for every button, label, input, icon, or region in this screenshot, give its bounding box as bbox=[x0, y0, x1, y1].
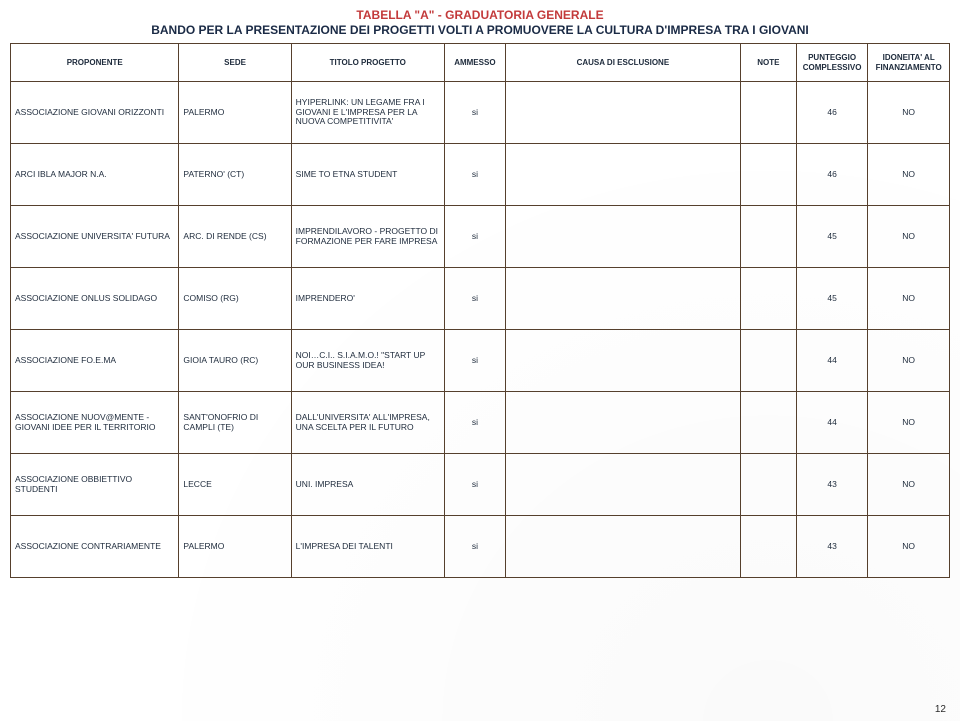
cell-titolo: IMPRENDILAVORO - PROGETTO DI FORMAZIONE … bbox=[291, 206, 444, 268]
col-causa: CAUSA DI ESCLUSIONE bbox=[506, 44, 741, 82]
cell-causa bbox=[506, 516, 741, 578]
cell-punteggio: 46 bbox=[796, 82, 867, 144]
cell-punteggio: 43 bbox=[796, 454, 867, 516]
cell-sede: PALERMO bbox=[179, 82, 291, 144]
col-sede: SEDE bbox=[179, 44, 291, 82]
cell-idoneita: NO bbox=[868, 268, 950, 330]
cell-ammesso: si bbox=[444, 392, 505, 454]
cell-sede: SANT'ONOFRIO DI CAMPLI (TE) bbox=[179, 392, 291, 454]
cell-punteggio: 44 bbox=[796, 330, 867, 392]
cell-titolo: DALL'UNIVERSITA' ALL'IMPRESA, UNA SCELTA… bbox=[291, 392, 444, 454]
cell-causa bbox=[506, 144, 741, 206]
cell-note bbox=[740, 144, 796, 206]
col-proponente: PROPONENTE bbox=[11, 44, 179, 82]
cell-note bbox=[740, 454, 796, 516]
page-title: TABELLA "A" - GRADUATORIA GENERALE bbox=[10, 8, 950, 22]
cell-causa bbox=[506, 392, 741, 454]
cell-titolo: NOI…C.I.. S.I.A.M.O.! "START UP OUR BUSI… bbox=[291, 330, 444, 392]
table-row: ASSOCIAZIONE UNIVERSITA' FUTURAARC. DI R… bbox=[11, 206, 950, 268]
cell-proponente: ASSOCIAZIONE ONLUS SOLIDAGO bbox=[11, 268, 179, 330]
cell-sede: ARC. DI RENDE (CS) bbox=[179, 206, 291, 268]
cell-causa bbox=[506, 454, 741, 516]
cell-note bbox=[740, 268, 796, 330]
col-note: NOTE bbox=[740, 44, 796, 82]
table-row: ASSOCIAZIONE FO.E.MAGIOIA TAURO (RC)NOI…… bbox=[11, 330, 950, 392]
cell-note bbox=[740, 392, 796, 454]
table-row: ARCI IBLA MAJOR N.A.PATERNO' (CT)SIME TO… bbox=[11, 144, 950, 206]
cell-causa bbox=[506, 330, 741, 392]
cell-note bbox=[740, 206, 796, 268]
cell-note bbox=[740, 516, 796, 578]
cell-ammesso: si bbox=[444, 516, 505, 578]
cell-punteggio: 45 bbox=[796, 206, 867, 268]
cell-proponente: ASSOCIAZIONE FO.E.MA bbox=[11, 330, 179, 392]
cell-titolo: L'IMPRESA DEI TALENTI bbox=[291, 516, 444, 578]
cell-titolo: HYIPERLINK: UN LEGAME FRA I GIOVANI E L'… bbox=[291, 82, 444, 144]
table-row: ASSOCIAZIONE NUOV@MENTE - GIOVANI IDEE P… bbox=[11, 392, 950, 454]
table-row: ASSOCIAZIONE OBBIETTIVO STUDENTILECCEUNI… bbox=[11, 454, 950, 516]
cell-causa bbox=[506, 82, 741, 144]
cell-causa bbox=[506, 268, 741, 330]
col-idoneita: IDONEITA' AL FINANZIAMENTO bbox=[868, 44, 950, 82]
cell-ammesso: si bbox=[444, 330, 505, 392]
cell-idoneita: NO bbox=[868, 82, 950, 144]
cell-idoneita: NO bbox=[868, 330, 950, 392]
cell-sede: LECCE bbox=[179, 454, 291, 516]
cell-sede: PATERNO' (CT) bbox=[179, 144, 291, 206]
cell-titolo: UNI. IMPRESA bbox=[291, 454, 444, 516]
cell-idoneita: NO bbox=[868, 516, 950, 578]
cell-ammesso: si bbox=[444, 268, 505, 330]
page-subtitle: BANDO PER LA PRESENTAZIONE DEI PROGETTI … bbox=[10, 23, 950, 37]
cell-proponente: ASSOCIAZIONE UNIVERSITA' FUTURA bbox=[11, 206, 179, 268]
cell-ammesso: si bbox=[444, 144, 505, 206]
cell-proponente: ASSOCIAZIONE GIOVANI ORIZZONTI bbox=[11, 82, 179, 144]
cell-idoneita: NO bbox=[868, 392, 950, 454]
col-titolo: TITOLO PROGETTO bbox=[291, 44, 444, 82]
table-body: ASSOCIAZIONE GIOVANI ORIZZONTIPALERMOHYI… bbox=[11, 82, 950, 578]
cell-causa bbox=[506, 206, 741, 268]
table-row: ASSOCIAZIONE GIOVANI ORIZZONTIPALERMOHYI… bbox=[11, 82, 950, 144]
page: TABELLA "A" - GRADUATORIA GENERALE BANDO… bbox=[0, 0, 960, 721]
table-header-row: PROPONENTE SEDE TITOLO PROGETTO AMMESSO … bbox=[11, 44, 950, 82]
cell-titolo: IMPRENDERO' bbox=[291, 268, 444, 330]
cell-ammesso: si bbox=[444, 454, 505, 516]
cell-idoneita: NO bbox=[868, 454, 950, 516]
page-number: 12 bbox=[935, 704, 946, 715]
table-row: ASSOCIAZIONE CONTRARIAMENTEPALERMOL'IMPR… bbox=[11, 516, 950, 578]
cell-ammesso: si bbox=[444, 206, 505, 268]
ranking-table: PROPONENTE SEDE TITOLO PROGETTO AMMESSO … bbox=[10, 43, 950, 578]
col-ammesso: AMMESSO bbox=[444, 44, 505, 82]
cell-punteggio: 43 bbox=[796, 516, 867, 578]
cell-note bbox=[740, 330, 796, 392]
cell-idoneita: NO bbox=[868, 206, 950, 268]
cell-idoneita: NO bbox=[868, 144, 950, 206]
cell-sede: PALERMO bbox=[179, 516, 291, 578]
cell-punteggio: 46 bbox=[796, 144, 867, 206]
cell-sede: COMISO (RG) bbox=[179, 268, 291, 330]
cell-punteggio: 44 bbox=[796, 392, 867, 454]
cell-sede: GIOIA TAURO (RC) bbox=[179, 330, 291, 392]
cell-punteggio: 45 bbox=[796, 268, 867, 330]
cell-proponente: ASSOCIAZIONE NUOV@MENTE - GIOVANI IDEE P… bbox=[11, 392, 179, 454]
cell-proponente: ASSOCIAZIONE CONTRARIAMENTE bbox=[11, 516, 179, 578]
cell-ammesso: si bbox=[444, 82, 505, 144]
col-punteggio: PUNTEGGIO COMPLESSIVO bbox=[796, 44, 867, 82]
cell-titolo: SIME TO ETNA STUDENT bbox=[291, 144, 444, 206]
cell-note bbox=[740, 82, 796, 144]
cell-proponente: ASSOCIAZIONE OBBIETTIVO STUDENTI bbox=[11, 454, 179, 516]
table-row: ASSOCIAZIONE ONLUS SOLIDAGOCOMISO (RG)IM… bbox=[11, 268, 950, 330]
cell-proponente: ARCI IBLA MAJOR N.A. bbox=[11, 144, 179, 206]
